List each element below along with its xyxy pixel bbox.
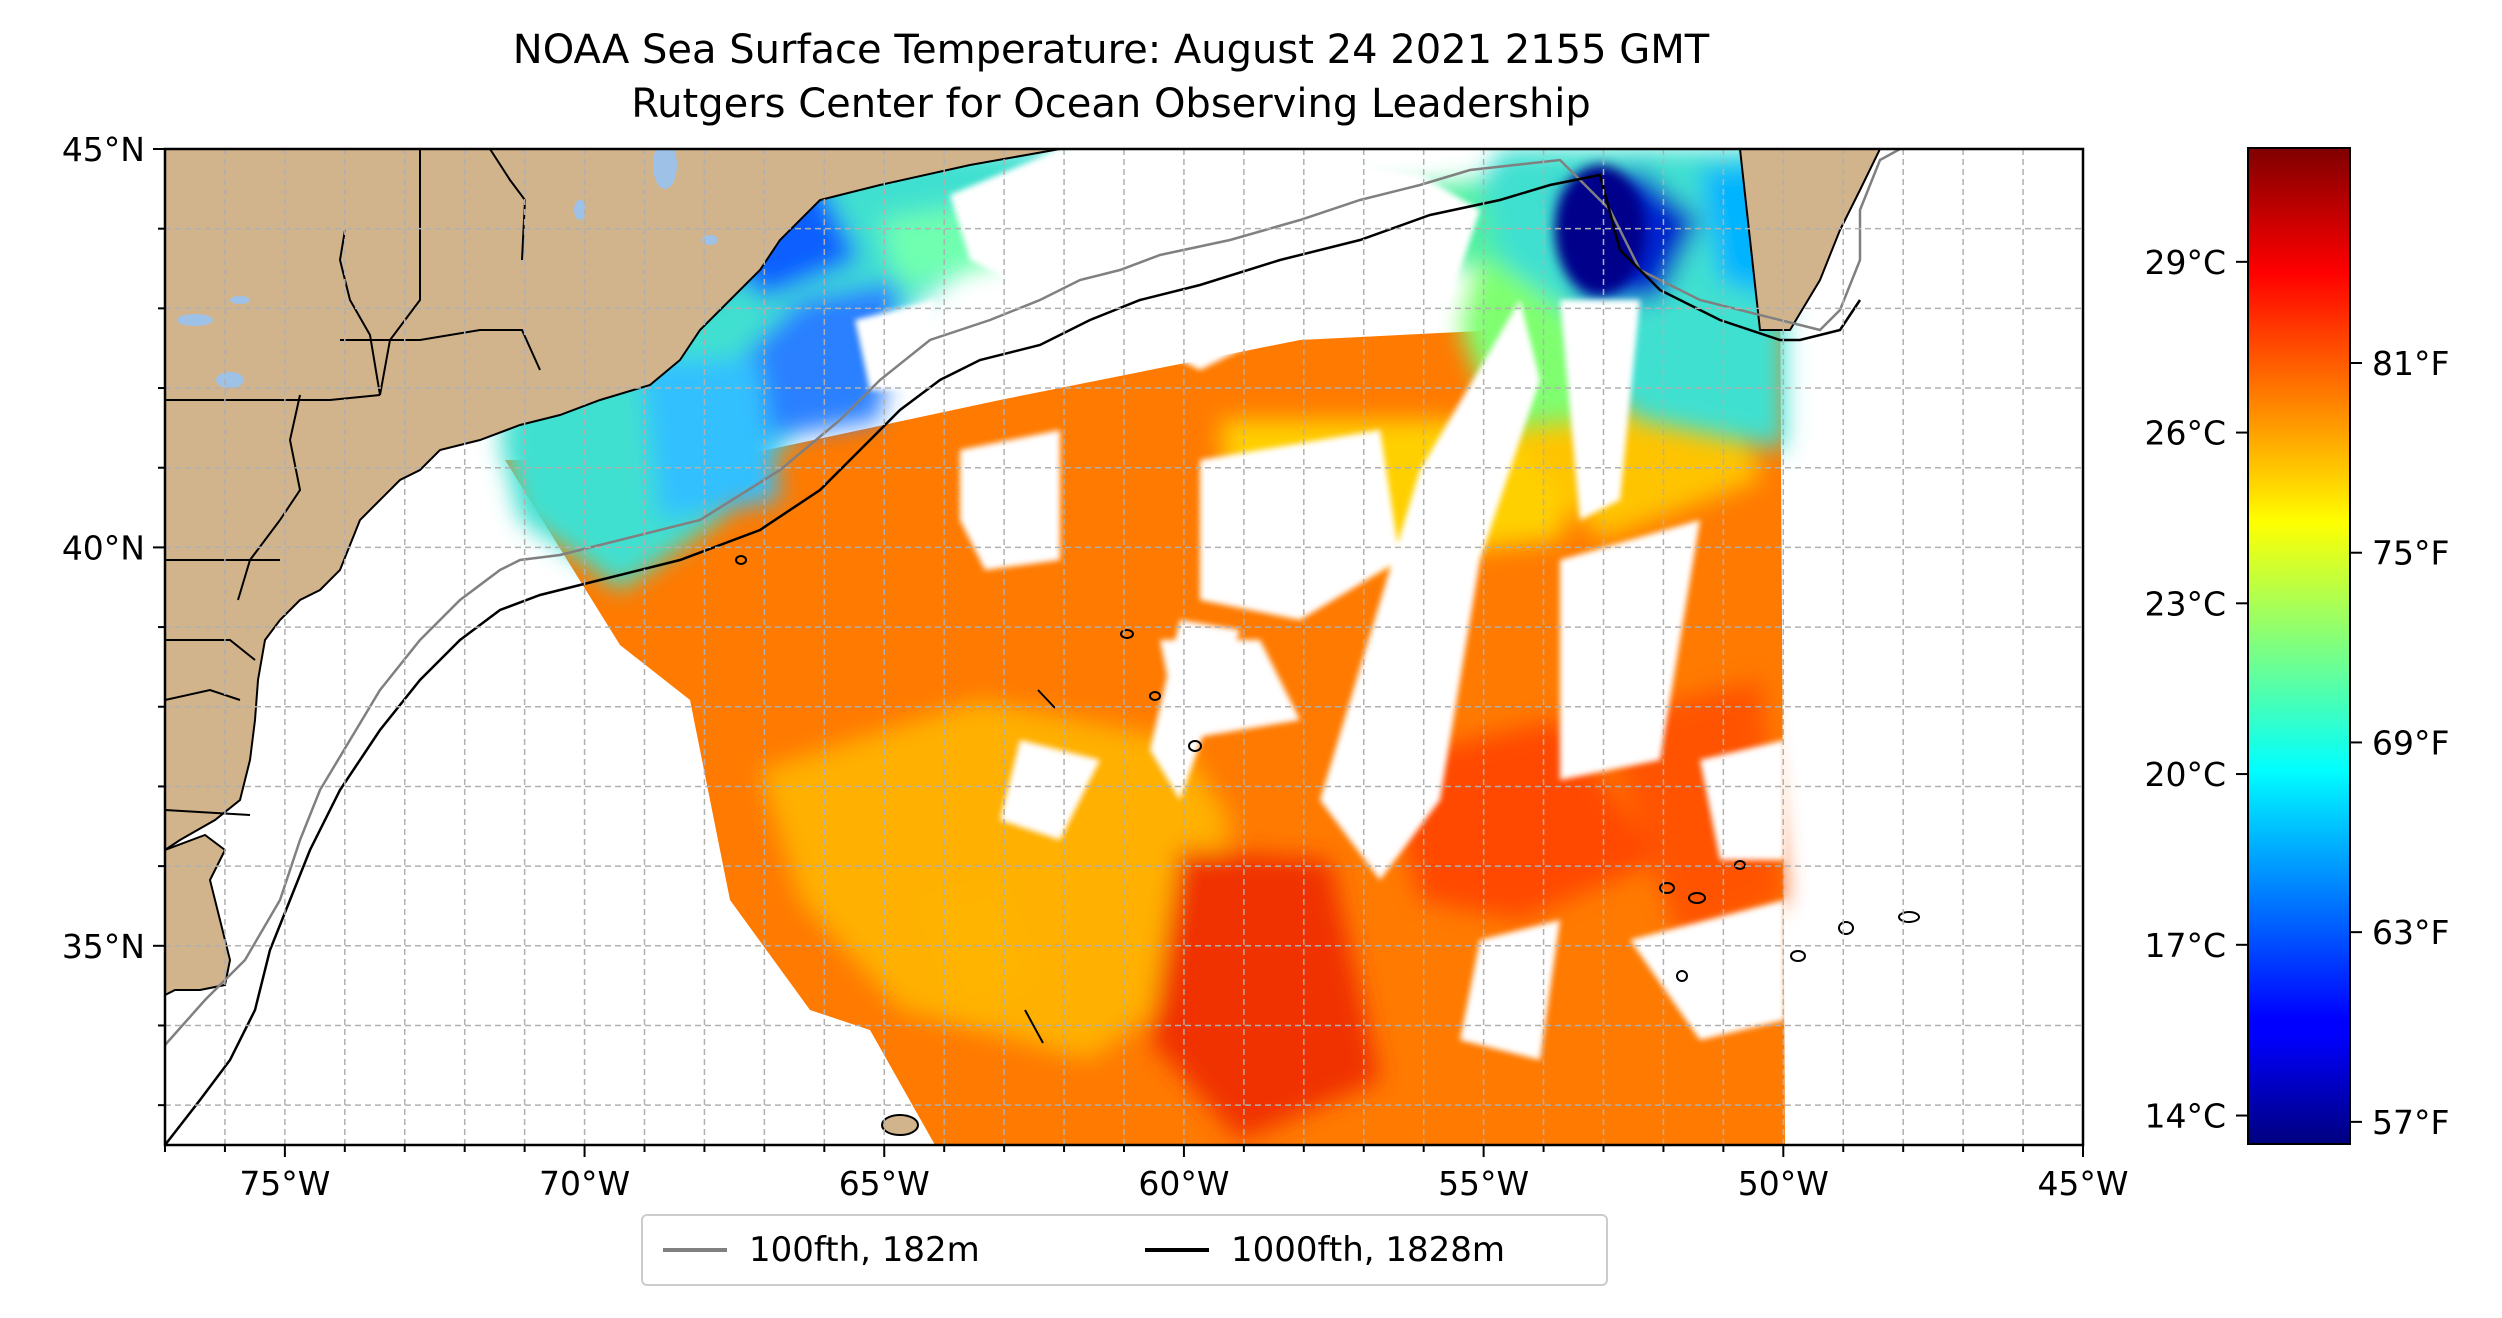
gridlines [165,149,2083,1145]
map-subtitle: Rutgers Center for Ocean Observing Leade… [631,81,1591,127]
lakes [177,149,718,388]
land-south [165,833,232,997]
isobath-100fth [165,149,1901,1046]
land-north [165,149,1061,852]
legend-swatch-100fth [663,1248,727,1252]
isobath-1000fth [165,173,1862,1145]
legend-label-1000fth: 1000fth, 1828m [1231,1230,1506,1270]
lon-tick-label: 75°W [239,1164,330,1203]
cold-eddy [1555,165,1645,295]
legend-label-100fth: 100fth, 182m [749,1230,980,1270]
lon-tick-label: 65°W [839,1164,930,1203]
longitude-axis: 75°W 70°W 65°W 60°W 55°W 50°W 45°W [164,1145,2129,1203]
legend-entry-100fth: 100fth, 182m [663,1216,980,1284]
seamounts [735,555,1920,1044]
latitude-axis: 45°N 40°N 35°N [62,130,165,1107]
lat-tick-label: 35°N [62,927,145,966]
map-title: NOAA Sea Surface Temperature: August 24 … [512,27,1710,73]
legend-entry-1000fth: 1000fth, 1828m [1145,1216,1505,1284]
land [165,149,1882,1136]
state-borders [165,149,541,816]
lat-tick-label: 40°N [62,528,145,567]
lon-tick-label: 50°W [1738,1164,1829,1203]
lon-tick-label: 70°W [539,1164,630,1203]
lon-tick-label: 60°W [1138,1164,1229,1203]
legend-swatch-1000fth [1145,1248,1209,1252]
lon-tick-label: 45°W [2037,1164,2128,1203]
lat-tick-label: 45°N [62,130,145,169]
lon-tick-label: 55°W [1438,1164,1529,1203]
isobath-legend: 100fth, 182m 1000fth, 1828m [641,1214,1608,1286]
